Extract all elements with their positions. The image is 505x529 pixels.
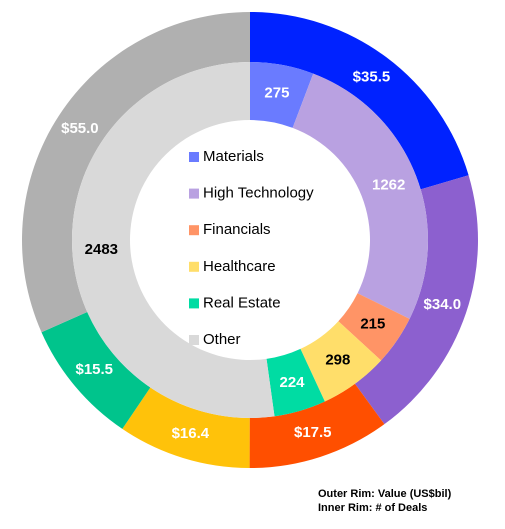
data-label: $35.5 <box>353 68 391 85</box>
legend-swatch <box>189 225 199 236</box>
annotation: Inner Rim: # of Deals <box>318 502 427 514</box>
data-label: $16.4 <box>172 425 210 442</box>
donut-segment <box>122 387 250 468</box>
legend-swatch <box>189 152 199 162</box>
legend-swatch <box>189 298 199 309</box>
data-label: $55.0 <box>61 120 99 137</box>
annotation: Outer Rim: Value (US$bil) <box>318 488 452 500</box>
legend-label: Financials <box>203 221 271 238</box>
donut-segment <box>22 12 251 333</box>
data-label: 1262 <box>372 177 405 194</box>
data-label: 275 <box>264 84 289 101</box>
legend-label: Materials <box>203 148 264 165</box>
legend-label: Healthcare <box>203 258 276 275</box>
donut-segment <box>250 62 314 128</box>
data-label: $17.5 <box>294 424 332 441</box>
legend-swatch <box>189 261 199 272</box>
donut-segment <box>250 12 469 190</box>
donut-segment <box>300 321 382 402</box>
data-label: 215 <box>360 315 385 332</box>
legend-label: Real Estate <box>203 294 281 311</box>
donut-segment <box>266 348 325 417</box>
legend-swatch <box>189 188 199 199</box>
legend-label: High Technology <box>203 185 314 202</box>
donut-segment <box>292 73 429 319</box>
data-label: 224 <box>280 374 306 391</box>
donut-segment <box>41 311 151 429</box>
donut-segment <box>249 383 385 468</box>
donut-segment <box>71 62 275 419</box>
donut-segment <box>338 293 410 361</box>
data-label: $34.0 <box>424 296 462 313</box>
legend-swatch <box>189 335 199 345</box>
donut-segment <box>354 175 478 425</box>
legend-label: Other <box>203 331 241 348</box>
data-label: 2483 <box>85 241 118 258</box>
data-label: 298 <box>325 351 350 368</box>
data-label: $15.5 <box>75 361 113 378</box>
